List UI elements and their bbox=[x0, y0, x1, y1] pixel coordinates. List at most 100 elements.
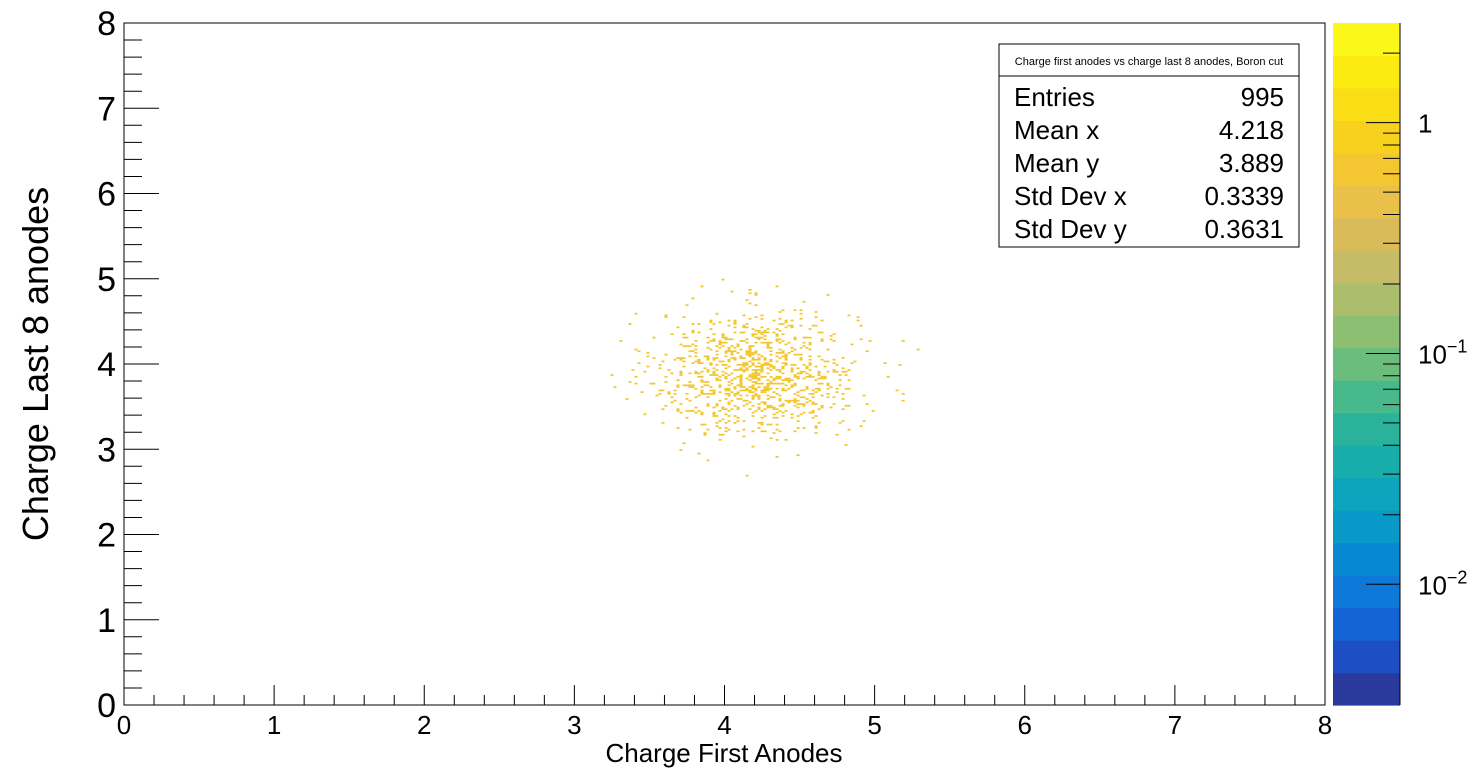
histogram-bin bbox=[769, 387, 773, 390]
histogram-bin bbox=[751, 353, 755, 356]
histogram-bin bbox=[763, 341, 767, 344]
histogram-bin bbox=[781, 379, 785, 382]
histogram-bin bbox=[847, 379, 851, 382]
histogram-bin bbox=[751, 335, 755, 337]
histogram-bin bbox=[790, 350, 794, 353]
histogram-bin bbox=[802, 336, 806, 339]
histogram-bin bbox=[802, 345, 806, 347]
histogram-bin bbox=[691, 331, 695, 334]
histogram-bin bbox=[787, 381, 791, 383]
histogram-bin bbox=[820, 406, 824, 409]
histogram-bin bbox=[751, 364, 755, 366]
histogram-bin bbox=[643, 413, 647, 416]
histogram-bin bbox=[676, 410, 680, 412]
histogram-bin bbox=[715, 353, 719, 356]
histogram-bin bbox=[712, 370, 716, 373]
histogram-bin bbox=[739, 340, 743, 342]
x-tick-label: 3 bbox=[567, 710, 581, 740]
histogram-bin bbox=[784, 379, 788, 382]
histogram-bin bbox=[757, 394, 761, 397]
histogram-bin bbox=[664, 316, 668, 318]
colorbar-segment bbox=[1333, 23, 1400, 57]
histogram-bin bbox=[847, 314, 851, 317]
stats-row-value: 0.3631 bbox=[1204, 214, 1284, 244]
histogram-bin bbox=[751, 369, 755, 371]
histogram-bin bbox=[766, 367, 770, 370]
histogram-bins bbox=[610, 278, 920, 477]
histogram-bin bbox=[721, 336, 725, 339]
histogram-bin bbox=[778, 398, 782, 400]
histogram-bin bbox=[805, 401, 809, 404]
histogram-bin bbox=[742, 326, 746, 329]
histogram-bin bbox=[739, 386, 743, 388]
histogram-bin bbox=[784, 358, 788, 361]
histogram-bin bbox=[706, 396, 710, 399]
histogram-bin bbox=[712, 357, 716, 359]
histogram-bin bbox=[814, 427, 818, 429]
histogram-bin bbox=[826, 370, 830, 373]
histogram-bin bbox=[790, 367, 794, 370]
histogram-bin bbox=[721, 335, 725, 337]
histogram-bin bbox=[715, 403, 719, 405]
histogram-bin bbox=[706, 341, 710, 344]
histogram-bin bbox=[760, 375, 764, 378]
histogram-bin bbox=[784, 389, 788, 392]
histogram-bin bbox=[733, 415, 737, 417]
histogram-bin bbox=[730, 379, 734, 382]
histogram-bin bbox=[835, 391, 839, 393]
histogram-bin bbox=[685, 416, 689, 419]
histogram-bin bbox=[844, 374, 848, 376]
histogram-bin bbox=[727, 338, 731, 341]
histogram-bin bbox=[652, 382, 656, 385]
histogram-bin bbox=[682, 345, 686, 347]
histogram-bin bbox=[832, 333, 836, 336]
colorbar-segment bbox=[1333, 510, 1400, 544]
histogram-bin bbox=[757, 406, 761, 409]
stats-row-label: Entries bbox=[1014, 82, 1095, 112]
histogram-bin bbox=[838, 379, 842, 382]
histogram-bin bbox=[775, 360, 779, 363]
histogram-bin bbox=[688, 384, 692, 387]
histogram-bin bbox=[784, 319, 788, 322]
histogram-bin bbox=[733, 377, 737, 380]
histogram-bin bbox=[811, 396, 815, 399]
histogram-bin bbox=[634, 348, 638, 351]
x-tick-label: 4 bbox=[717, 710, 731, 740]
histogram-bin bbox=[703, 423, 707, 426]
stats-box-title: Charge first anodes vs charge last 8 ano… bbox=[1015, 56, 1283, 68]
histogram-bin bbox=[772, 432, 776, 434]
histogram-bin bbox=[742, 389, 746, 392]
histogram-bin bbox=[760, 314, 764, 317]
histogram-bin bbox=[775, 387, 779, 390]
histogram-bin bbox=[694, 387, 698, 390]
histogram-bin bbox=[742, 364, 746, 366]
histogram-bin bbox=[637, 362, 641, 364]
histogram-bin bbox=[718, 384, 722, 387]
histogram-bin bbox=[766, 364, 770, 366]
histogram-bin bbox=[715, 312, 719, 315]
histogram-bin bbox=[748, 345, 752, 347]
x-tick-label: 0 bbox=[117, 710, 131, 740]
histogram-bin bbox=[841, 392, 845, 395]
histogram-bin bbox=[841, 367, 845, 370]
histogram-bin bbox=[763, 375, 767, 378]
colorbar-segment bbox=[1333, 380, 1400, 414]
stats-row-value: 0.3339 bbox=[1204, 181, 1284, 211]
histogram-bin bbox=[796, 454, 800, 457]
histogram-bin bbox=[778, 382, 782, 385]
histogram-bin bbox=[751, 404, 755, 407]
histogram-bin bbox=[796, 406, 800, 409]
y-tick-label: 6 bbox=[97, 176, 116, 214]
histogram-bin bbox=[721, 374, 725, 376]
histogram-bin bbox=[718, 391, 722, 393]
histogram-bin bbox=[766, 362, 770, 364]
histogram-bin bbox=[703, 384, 707, 387]
histogram-bin bbox=[733, 394, 737, 397]
histogram-bin bbox=[856, 316, 860, 318]
histogram-bin bbox=[748, 350, 752, 353]
histogram-bin bbox=[718, 360, 722, 363]
histogram-bin bbox=[700, 379, 704, 382]
histogram-bin bbox=[739, 382, 743, 385]
histogram-bin bbox=[706, 358, 710, 361]
histogram-bin bbox=[634, 375, 638, 378]
